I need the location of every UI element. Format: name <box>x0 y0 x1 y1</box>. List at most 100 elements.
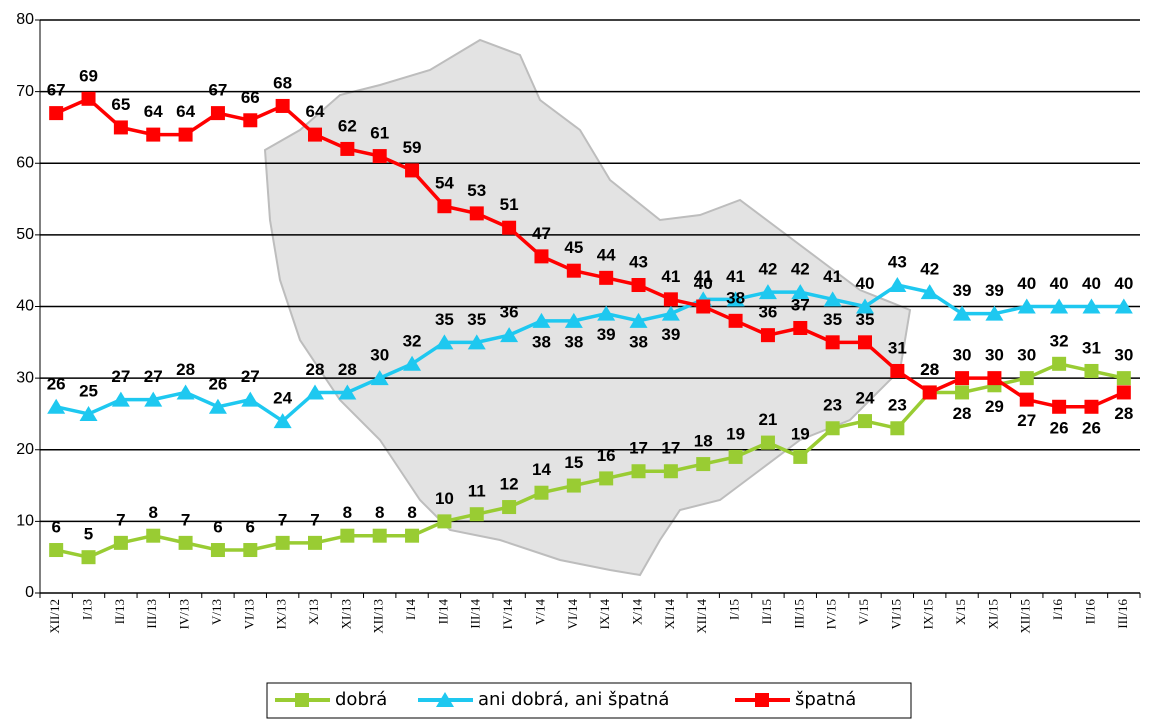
data-label: 26 <box>1050 418 1069 437</box>
data-point <box>437 199 452 214</box>
data-label: 28 <box>920 360 939 379</box>
data-label: 15 <box>564 453 583 472</box>
data-label: 45 <box>564 238 583 257</box>
data-point <box>372 528 387 543</box>
data-point <box>144 391 163 407</box>
data-point <box>728 449 743 464</box>
data-point <box>275 98 290 113</box>
x-tick-label: III/14 <box>468 599 483 629</box>
data-label: 39 <box>597 325 616 344</box>
data-point <box>534 249 549 264</box>
data-point <box>597 305 616 321</box>
data-label: 37 <box>791 295 810 314</box>
data-label: 28 <box>920 360 939 379</box>
y-tick-label: 50 <box>16 226 34 243</box>
data-label: 51 <box>500 195 519 214</box>
x-tick-label: XII/14 <box>694 599 709 634</box>
data-point <box>81 550 96 565</box>
data-point <box>825 421 840 436</box>
data-label: 30 <box>953 346 972 365</box>
data-point <box>113 535 128 550</box>
data-label: 67 <box>208 81 227 100</box>
data-label: 23 <box>888 396 907 415</box>
data-point <box>500 327 519 343</box>
data-point <box>146 127 161 142</box>
data-point <box>308 535 322 550</box>
data-label: 17 <box>629 439 648 458</box>
y-tick-label: 60 <box>16 154 34 171</box>
data-point <box>858 414 872 429</box>
x-tick-label: XI/14 <box>662 599 677 630</box>
data-point <box>1050 298 1069 314</box>
data-label: 28 <box>1114 404 1133 423</box>
data-point <box>532 312 551 328</box>
x-tick-label: IV/15 <box>824 599 839 629</box>
data-point <box>696 299 711 314</box>
data-label: 7 <box>278 510 287 529</box>
data-point <box>1116 371 1131 386</box>
data-point <box>306 384 324 400</box>
x-tick-label: II/15 <box>759 599 774 624</box>
data-point <box>437 514 452 529</box>
data-label: 38 <box>726 288 745 307</box>
data-label: 17 <box>661 439 680 458</box>
data-label: 29 <box>985 397 1004 416</box>
x-tick-label: VI/14 <box>565 599 580 630</box>
data-point <box>599 270 614 285</box>
y-tick-label: 20 <box>16 441 34 458</box>
data-point <box>275 535 290 550</box>
legend-label: špatná <box>795 689 856 710</box>
x-tick-label: XI/15 <box>985 599 1000 629</box>
data-label: 64 <box>144 102 163 121</box>
x-tick-label: IX/13 <box>274 599 289 629</box>
data-point <box>178 127 193 142</box>
data-point <box>953 305 972 321</box>
data-point <box>243 543 258 558</box>
data-label: 59 <box>403 138 422 157</box>
data-label: 27 <box>241 367 260 386</box>
plot <box>47 91 1133 565</box>
x-tick-label: X/14 <box>630 599 645 626</box>
x-tick-label: II/14 <box>435 599 450 625</box>
data-point <box>890 421 905 436</box>
data-point <box>467 334 486 350</box>
data-point <box>273 413 292 429</box>
x-tick-label: IV/14 <box>500 599 515 630</box>
data-label: 39 <box>985 281 1004 300</box>
x-tick-label: III/16 <box>1115 599 1130 629</box>
data-label: 42 <box>791 260 810 279</box>
data-label: 24 <box>273 389 292 408</box>
data-point <box>631 278 646 293</box>
x-tick-label: V/15 <box>856 599 871 625</box>
data-label: 26 <box>47 374 66 393</box>
data-point <box>922 385 937 400</box>
data-label: 7 <box>310 510 319 529</box>
data-label: 27 <box>144 367 163 386</box>
x-tick-label: XII/12 <box>47 599 62 634</box>
x-tick-label: III/13 <box>144 599 159 629</box>
data-point <box>403 355 422 371</box>
x-tick-label: III/15 <box>791 599 806 629</box>
data-point <box>534 485 549 500</box>
data-label: 43 <box>888 252 907 271</box>
data-point <box>566 263 581 278</box>
x-tick-label: I/15 <box>727 599 742 620</box>
data-label: 35 <box>467 310 486 329</box>
x-tick-label: XI/13 <box>338 599 353 629</box>
data-point <box>661 305 680 321</box>
data-point <box>405 528 420 543</box>
data-label: 41 <box>694 267 713 286</box>
x-tick-label: XII/13 <box>371 599 386 634</box>
data-point <box>823 291 842 307</box>
data-label: 10 <box>435 489 454 508</box>
data-label: 8 <box>343 503 352 522</box>
data-point <box>793 320 808 335</box>
data-label: 28 <box>338 360 357 379</box>
data-label: 30 <box>370 346 389 365</box>
data-label: 41 <box>726 267 745 286</box>
data-label: 64 <box>176 102 195 121</box>
grid <box>35 19 1141 598</box>
data-point <box>920 284 939 300</box>
data-label: 30 <box>1114 346 1133 365</box>
x-tick-label: II/13 <box>112 599 127 624</box>
